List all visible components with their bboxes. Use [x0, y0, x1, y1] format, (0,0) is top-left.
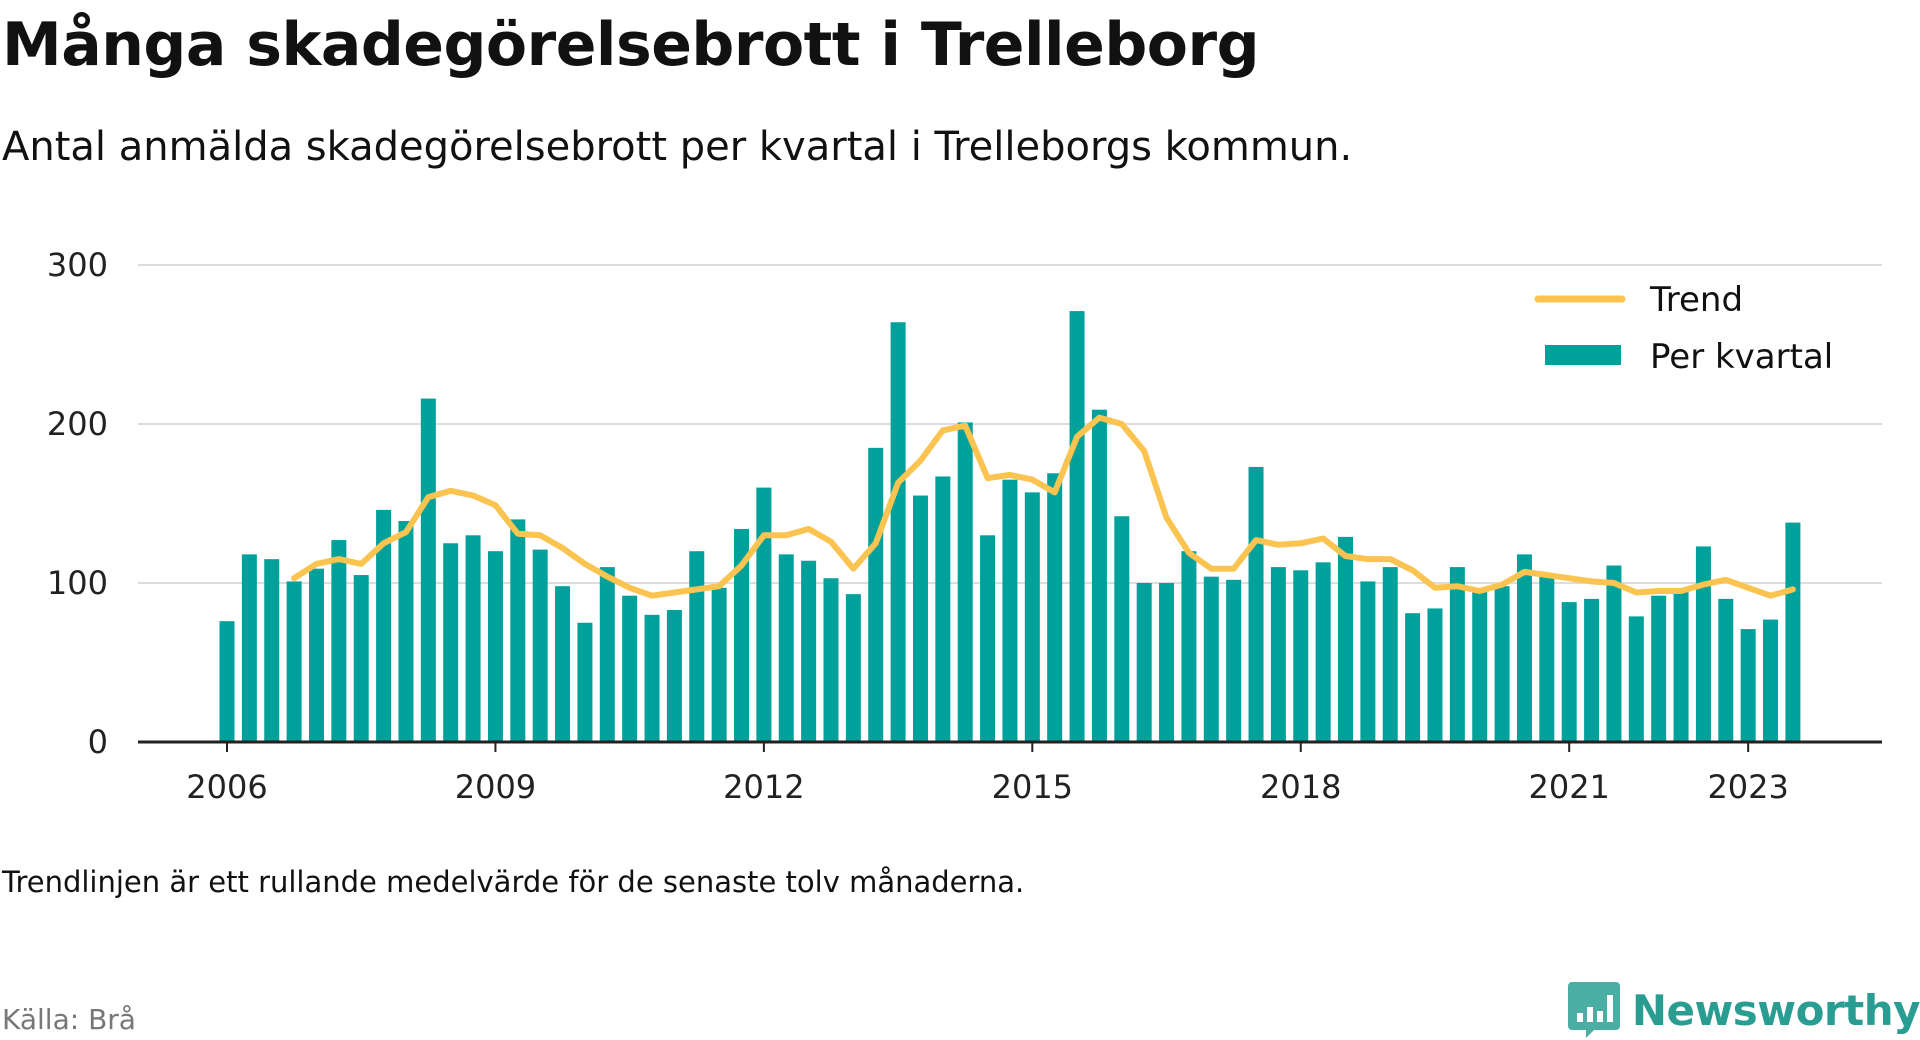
x-tick-label: 2012 [723, 768, 804, 806]
bar [1293, 570, 1309, 742]
bar [1472, 590, 1488, 742]
y-tick-label: 300 [47, 246, 108, 284]
bar [1539, 576, 1555, 742]
bar [376, 509, 392, 742]
bar [845, 594, 861, 742]
bar [1024, 492, 1040, 742]
bar [510, 519, 526, 742]
bar [912, 495, 928, 742]
bar [1203, 576, 1219, 742]
axes: 0 100 200 300 2006 2009 2012 2015 2018 2021 2023 [47, 246, 1882, 806]
bar [532, 549, 548, 742]
bar [555, 586, 571, 742]
bar [1136, 583, 1152, 742]
x-tick-label: 2018 [1260, 768, 1341, 806]
bar [980, 535, 996, 742]
x-tick-label: 2006 [186, 768, 267, 806]
bar [577, 622, 593, 742]
bar [331, 540, 347, 742]
bar [420, 398, 436, 742]
bar [756, 487, 772, 742]
bar [1785, 522, 1801, 742]
bar [935, 476, 951, 742]
bar [219, 621, 235, 742]
bar [487, 551, 503, 742]
bar [1270, 567, 1286, 742]
bar [264, 559, 280, 742]
source-label: Källa: Brå [2, 1003, 136, 1036]
bar [353, 575, 369, 742]
bar [1114, 516, 1130, 742]
bar [666, 610, 682, 742]
bar [1226, 579, 1242, 742]
bar [1382, 567, 1398, 742]
bar [398, 520, 414, 742]
brand-name: Newsworthy [1631, 985, 1920, 1035]
bar [957, 422, 973, 742]
bar [1069, 311, 1085, 742]
legend-swatch-bars [1545, 345, 1621, 365]
bar [1695, 546, 1711, 742]
bar [1763, 619, 1779, 742]
bar [241, 554, 257, 742]
y-tick-label: 100 [47, 564, 108, 602]
bar [622, 595, 638, 742]
bar [1584, 598, 1600, 742]
bar-line-chart: 0 100 200 300 2006 2009 2012 2015 2018 2021 2023 T… [47, 246, 1882, 806]
footnote: Trendlinjen är ett rullande medelvärde f… [2, 865, 1025, 899]
bar [443, 543, 459, 742]
bar [801, 560, 817, 742]
bar [689, 551, 705, 742]
bar [734, 528, 750, 742]
bar [1315, 562, 1331, 742]
legend-label-trend: Trend [1649, 280, 1743, 320]
x-tick-label: 2023 [1707, 768, 1788, 806]
bar [1405, 613, 1421, 742]
legend-label-bars: Per kvartal [1650, 337, 1833, 377]
brand[interactable]: Newsworthy [1567, 980, 1920, 1040]
bar [465, 535, 481, 742]
newsworthy-logo-icon [1567, 982, 1620, 1038]
legend: Trend Per kvartal [1534, 280, 1833, 377]
bar [1494, 586, 1510, 742]
bar [711, 587, 727, 742]
bar [286, 581, 302, 742]
bar [1181, 551, 1197, 742]
trend-series [291, 414, 1796, 599]
bar [778, 554, 794, 742]
bar [1047, 473, 1063, 742]
bar [1002, 479, 1018, 742]
x-tick-label: 2009 [455, 768, 536, 806]
bar [1427, 608, 1443, 742]
bar [1651, 595, 1667, 742]
bar [1248, 466, 1264, 742]
bar [1561, 602, 1577, 742]
bar [1338, 536, 1353, 742]
bar [1449, 567, 1465, 742]
bar [823, 578, 839, 742]
bar [1606, 565, 1622, 742]
bar-series [219, 311, 1801, 742]
bar [1673, 589, 1689, 742]
y-tick-label: 200 [47, 405, 108, 443]
bar [1516, 554, 1532, 742]
bar [599, 567, 615, 742]
trend-line [291, 414, 1796, 599]
y-tick-label: 0 [88, 723, 108, 761]
bar [1718, 598, 1734, 742]
bar [890, 322, 906, 742]
bar [1628, 616, 1644, 742]
x-tick-label: 2015 [992, 768, 1073, 806]
bar [644, 614, 660, 742]
bar [868, 447, 884, 742]
x-tick-label: 2021 [1528, 768, 1609, 806]
chart-subtitle: Antal anmälda skadegörelsebrott per kvar… [2, 124, 1353, 170]
bar [1360, 581, 1376, 742]
bar [1091, 409, 1107, 742]
bar [308, 568, 324, 742]
bar [1740, 629, 1756, 742]
bar [1159, 583, 1175, 742]
chart-title: Många skadegörelsebrott i Trelleborg [2, 10, 1260, 80]
